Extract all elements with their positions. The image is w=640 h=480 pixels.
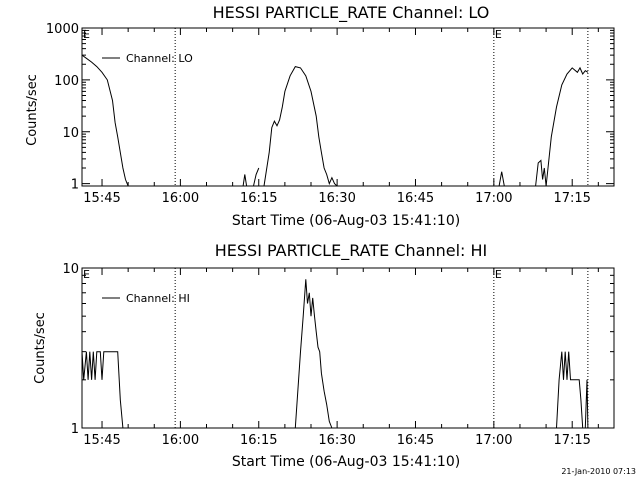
x-tick-label: 16:30: [318, 433, 355, 448]
x-tick-label: 15:45: [83, 191, 120, 206]
x-tick-label: 16:15: [240, 433, 277, 448]
legend: Channel: HI: [102, 292, 190, 305]
series-line: [81, 279, 589, 429]
x-tick-label: 16:00: [162, 433, 199, 448]
x-tick-label: 16:15: [240, 191, 277, 206]
series-line: [81, 54, 589, 187]
y-tick-label: 10: [62, 262, 79, 277]
legend-label: Channel: LO: [126, 52, 193, 65]
series-lines: [81, 54, 589, 187]
x-tick-label: 16:45: [397, 433, 434, 448]
chart-title: HESSI PARTICLE_RATE Channel: HI: [215, 241, 488, 261]
y-tick-label: 1000: [46, 22, 79, 37]
series-lines: [81, 279, 589, 429]
y-tick-label: 1: [71, 178, 79, 193]
x-tick-label: 17:15: [553, 191, 590, 206]
plot-frame: [81, 267, 615, 429]
event-marker-label: E: [495, 268, 502, 281]
x-axis-label: Start Time (06-Aug-03 15:41:10): [232, 213, 460, 229]
legend: Channel: LO: [102, 52, 193, 65]
x-tick-label: 16:30: [318, 191, 355, 206]
chart-title: HESSI PARTICLE_RATE Channel: LO: [213, 3, 490, 23]
x-tick-label: 16:00: [162, 191, 199, 206]
panel-channel-lo: HESSI PARTICLE_RATE Channel: LO Counts/s…: [25, 3, 615, 229]
x-axis-label: Start Time (06-Aug-03 15:41:10): [232, 454, 460, 470]
y-axis-label: Counts/sec: [25, 74, 40, 146]
x-tick-label: 17:00: [475, 433, 512, 448]
x-tick-label: 17:15: [553, 433, 590, 448]
y-tick-label: 100: [54, 74, 79, 89]
legend-label: Channel: HI: [126, 292, 190, 305]
event-marker-label: E: [495, 28, 502, 41]
event-marker-label: E: [83, 268, 90, 281]
axis-ticks: 15:45 16:00 16:15 16:30 16:45 17:00 17:15 1 10 10…: [46, 22, 614, 206]
y-axis-label: Counts/sec: [33, 312, 48, 384]
x-tick-label: 17:00: [475, 191, 512, 206]
axis-ticks: 15:45 16:00 16:15 16:30 16:45 17:00 17:15 1 10: [62, 262, 614, 448]
y-tick-label: 10: [62, 126, 79, 141]
x-tick-label: 15:45: [83, 433, 120, 448]
footer-timestamp: 21-Jan-2010 07:13: [561, 467, 636, 476]
y-tick-label: 1: [71, 422, 79, 437]
panel-channel-hi: HESSI PARTICLE_RATE Channel: HI Counts/s…: [33, 241, 615, 470]
event-marker-label: E: [83, 28, 90, 41]
x-tick-label: 16:45: [397, 191, 434, 206]
